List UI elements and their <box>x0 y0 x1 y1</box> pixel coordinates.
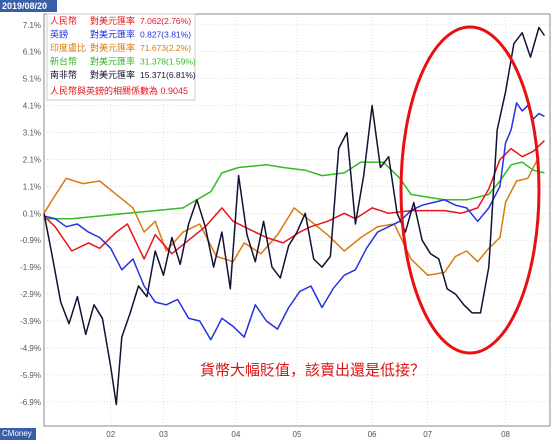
series-lines <box>43 26 546 406</box>
x-tick-label: 06 <box>368 430 377 439</box>
series-line <box>44 161 545 220</box>
series-line <box>43 140 545 260</box>
x-tick-label: 04 <box>231 430 240 439</box>
annotation-text: 貨幣大幅貶值，該賣出還是低接？ <box>200 361 425 379</box>
legend-label: 對美元匯率 <box>90 42 135 54</box>
legend-name: 英鎊 <box>50 29 68 41</box>
series-line <box>43 26 546 406</box>
legend-name: 新台幣 <box>50 56 77 68</box>
y-tick-label: -5.9% <box>20 371 41 380</box>
y-tick-label: 6.1% <box>23 48 41 57</box>
highlight-ellipse <box>399 25 541 355</box>
x-axis: 02 03 04 05 06 07 08 <box>106 430 510 439</box>
legend-label: 對美元匯率 <box>90 69 135 81</box>
legend-value: 71.673(2.2%) <box>140 43 191 53</box>
legend-label: 對美元匯率 <box>90 15 135 27</box>
y-tick-label: -3.9% <box>20 317 41 326</box>
y-tick-label: -6.9% <box>20 398 41 407</box>
brand-tag: CMoney <box>0 428 36 440</box>
series-line <box>43 156 540 276</box>
legend-name: 印度盧比 <box>50 42 86 54</box>
x-tick-label: 05 <box>293 430 302 439</box>
y-tick-label: 4.1% <box>23 102 41 111</box>
legend-value: 0.827(3.81%) <box>140 30 191 40</box>
legend: 人民幣 對美元匯率 7.062(2.76%)英鎊 對美元匯率 0.827(3.81%)印… <box>46 13 196 101</box>
y-tick-label: 3.1% <box>23 128 41 137</box>
y-tick-label: 2.1% <box>23 155 41 164</box>
y-tick-label: -2.9% <box>20 290 41 299</box>
legend-name: 人民幣 <box>50 15 77 27</box>
x-tick-label: 08 <box>501 430 510 439</box>
legend-label: 對美元匯率 <box>90 29 135 41</box>
series-line <box>43 102 545 341</box>
y-tick-label: 1.1% <box>23 182 41 191</box>
legend-value: 31.378(1.59%) <box>140 57 196 67</box>
legend-box <box>46 13 196 101</box>
legend-value: 15.371(6.81%) <box>140 70 196 80</box>
legend-correlation: 人民幣與英鎊的相關係數為 0.9045 <box>50 85 188 96</box>
y-tick-label: 0.1% <box>23 209 41 218</box>
y-tick-label: 5.1% <box>23 75 41 84</box>
y-axis: 7.1% 6.1% 5.1% 4.1% 3.1% 2.1% 1.1% 0.1% -0.9% -1.… <box>20 21 41 407</box>
y-tick-label: -0.9% <box>20 236 41 245</box>
x-tick-label: 07 <box>423 430 432 439</box>
x-tick-label: 02 <box>106 430 115 439</box>
y-tick-label: 7.1% <box>23 21 41 30</box>
legend-name: 南非幣 <box>50 69 77 81</box>
y-tick-label: -1.9% <box>20 263 41 272</box>
legend-label: 對美元匯率 <box>90 56 135 68</box>
date-tag: 2019/08/20 <box>0 0 57 12</box>
legend-value: 7.062(2.76%) <box>140 16 191 26</box>
x-tick-label: 03 <box>159 430 168 439</box>
y-tick-label: -4.9% <box>20 344 41 353</box>
